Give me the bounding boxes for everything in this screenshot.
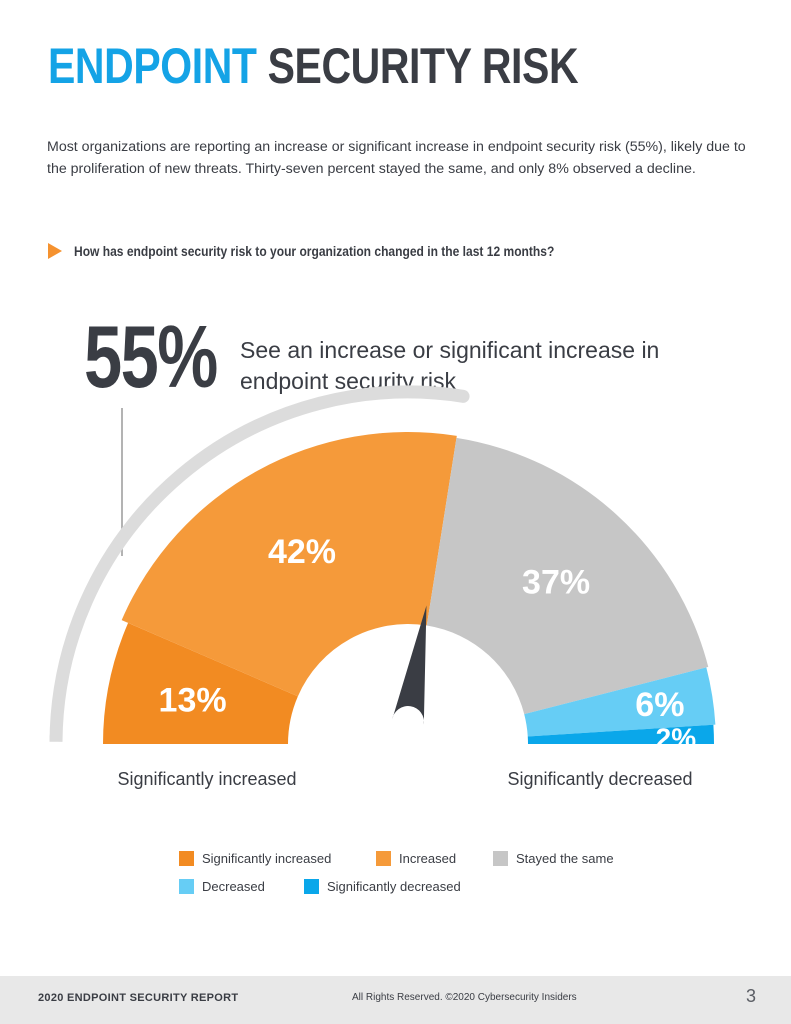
legend-item-significantly-decreased: Significantly decreased [304,879,461,894]
slice-label-increased: 42% [268,533,336,571]
gauge-slice-stayed-the-same [426,437,709,715]
title-rest: SECURITY RISK [267,38,579,94]
page-number: 3 [746,986,757,1006]
legend-swatch [376,851,391,866]
legend-label: Significantly increased [202,851,332,866]
headline-percent: 55% [84,307,218,406]
legend-item-stayed-the-same: Stayed the same [493,851,614,866]
slice-label-stayed-the-same: 37% [522,563,590,601]
slice-label-decreased: 6% [635,686,684,724]
legend-swatch [493,851,508,866]
gauge-slice-significantly-increased [103,622,298,744]
legend-item-increased: Increased [376,851,456,866]
gauge-chart: 13% 42% 37% 6%2% Significantly increased Si… [49,385,716,789]
highlight-arc [49,385,470,743]
footer: 2020 ENDPOINT SECURITY REPORT All Rights… [0,976,791,1024]
gauge-slice-significantly-decreased [527,724,714,744]
gauge-right-label: Significantly decreased [507,769,692,789]
legend-item-significantly-increased: Significantly increased [179,851,331,866]
gauge-left-label: Significantly increased [117,769,296,789]
legend-label: Significantly decreased [327,879,461,894]
footer-rights: All Rights Reserved. ©2020 Cybersecurity… [352,992,577,1003]
legend-item-decreased: Decreased [179,879,265,894]
legend-swatch [304,879,319,894]
slice-label-significantly-increased: 13% [159,681,227,719]
legend-swatch [179,851,194,866]
gauge-slice-decreased [524,667,716,737]
slice-label-significantly-decreased: 2% [656,723,697,754]
legend-label: Stayed the same [516,851,614,866]
page-title: ENDPOINT SECURITY RISK [48,38,579,94]
title-accent: ENDPOINT [48,38,257,94]
footer-report-title: 2020 ENDPOINT SECURITY REPORT [38,992,239,1004]
legend-label: Decreased [202,879,265,894]
play-arrow-icon [48,242,62,259]
legend-label: Increased [399,851,457,866]
question-text: How has endpoint security risk to your o… [74,242,555,259]
legend-swatch [179,879,194,894]
intro-paragraph: Most organizations are reporting an incr… [47,139,746,177]
survey-question: How has endpoint security risk to your o… [48,242,633,262]
gauge-needle [392,605,427,725]
gauge-slice-increased [121,432,457,697]
